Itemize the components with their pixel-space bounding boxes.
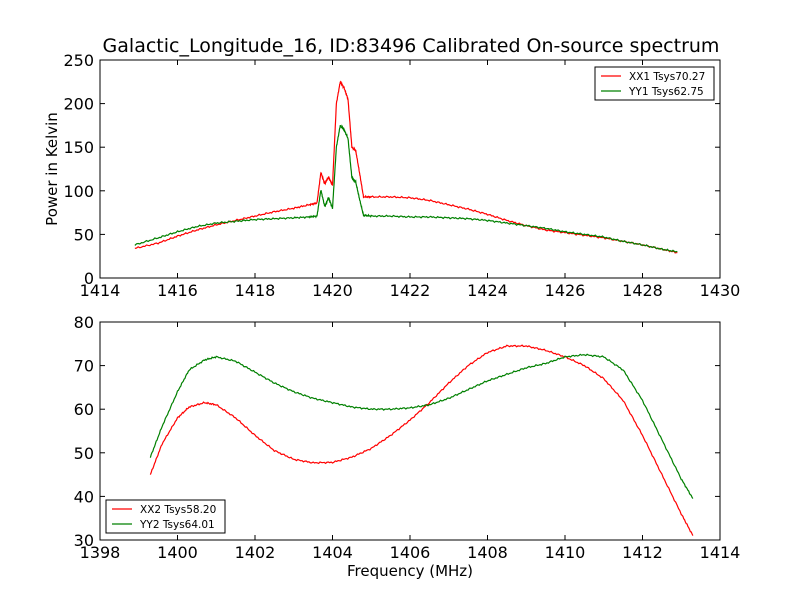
chart-title: Galactic_Longitude_16, ID:83496 Calibrat… (103, 35, 720, 57)
x-tick-label: 1426 (545, 281, 586, 300)
x-tick-label: 1430 (700, 281, 741, 300)
x-tick-label: 1424 (467, 281, 508, 300)
series-line-1-1 (149, 353, 694, 499)
series-line-1-0 (149, 344, 694, 536)
legend-entry-label: XX1 Tsys70.27 (629, 71, 705, 83)
y-tick-label: 150 (63, 138, 94, 157)
y-axis-label: Power in Kelvin (43, 112, 61, 226)
y-tick-label: 60 (74, 400, 94, 419)
legend: XX2 Tsys58.20 YY2 Tsys64.01 (105, 499, 226, 534)
y-tick-label: 80 (74, 313, 94, 332)
x-tick-label: 1422 (390, 281, 431, 300)
x-tick-label: 1406 (390, 543, 431, 562)
x-tick-label: 1404 (312, 543, 353, 562)
bottom-panel: 1398 1400 1402 1404 1406 1408 1410 1412 1414 30 40… (74, 313, 741, 562)
x-tick-label: 1414 (80, 281, 121, 300)
y-tick-label: 50 (74, 225, 94, 244)
x-tick-label: 1408 (467, 543, 508, 562)
legend-entry-label: YY1 Tsys62.75 (628, 86, 704, 98)
y-tick-label: 30 (74, 531, 94, 550)
y-tick-label: 70 (74, 357, 94, 376)
x-tick-label: 1402 (235, 543, 276, 562)
legend-box (105, 499, 226, 534)
x-tick-label: 1414 (700, 543, 741, 562)
legend: XX1 Tsys70.27 YY1 Tsys62.75 (594, 66, 715, 101)
legend-entry-label: XX2 Tsys58.20 (140, 504, 216, 516)
y-tick-label: 100 (63, 182, 94, 201)
x-tick-label: 1410 (545, 543, 586, 562)
x-tick-label: 1428 (622, 281, 663, 300)
legend-entry-label: YY2 Tsys64.01 (139, 519, 215, 531)
series-line-0-0 (134, 80, 678, 254)
y-tick-label: 0 (84, 269, 94, 288)
y-tick-label: 200 (63, 95, 94, 114)
x-tick-label: 1400 (157, 543, 198, 562)
x-tick-label: 1412 (622, 543, 663, 562)
top-panel: 1414 1416 1418 1420 1422 1424 1426 1428 1430 0 50 1… (43, 51, 740, 300)
x-tick-label: 1398 (80, 543, 121, 562)
x-tick-label: 1418 (235, 281, 276, 300)
legend-box (594, 66, 715, 101)
y-tick-label: 250 (63, 51, 94, 70)
x-axis-label: Frequency (MHz) (347, 562, 473, 580)
y-tick-label: 50 (74, 444, 94, 463)
x-tick-label: 1416 (157, 281, 198, 300)
x-tick-label: 1420 (312, 281, 353, 300)
y-tick-label: 40 (74, 487, 94, 506)
series-line-0-1 (134, 124, 678, 253)
